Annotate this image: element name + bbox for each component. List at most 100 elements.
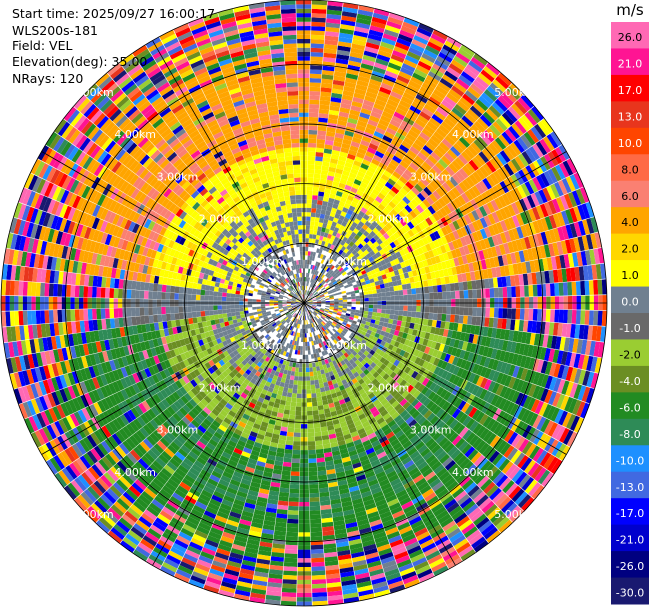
velocity-cell <box>455 306 460 315</box>
velocity-cell <box>341 271 347 276</box>
velocity-cell <box>308 116 319 122</box>
velocity-cell <box>332 231 338 237</box>
velocity-cell <box>562 412 572 428</box>
velocity-cell <box>87 506 102 520</box>
velocity-cell <box>422 145 433 155</box>
velocity-cell <box>536 416 547 431</box>
velocity-cell <box>360 233 367 241</box>
velocity-cell <box>400 95 414 105</box>
velocity-cell <box>375 348 382 355</box>
velocity-cell <box>415 64 430 75</box>
velocity-cell <box>312 311 317 316</box>
velocity-cell <box>597 341 605 358</box>
velocity-cell <box>213 466 224 475</box>
velocity-cell <box>448 322 455 331</box>
velocity-cell <box>478 95 492 108</box>
velocity-cell <box>466 529 481 542</box>
velocity-cell <box>551 424 562 439</box>
velocity-cell <box>304 320 306 325</box>
velocity-cell <box>312 349 317 355</box>
velocity-cell <box>452 356 460 366</box>
velocity-cell <box>339 151 348 158</box>
velocity-cell <box>429 193 438 203</box>
velocity-cell <box>322 345 327 351</box>
velocity-cell <box>394 550 409 560</box>
velocity-cell <box>371 345 378 352</box>
velocity-cell <box>219 409 228 418</box>
velocity-cell <box>254 505 267 512</box>
velocity-cell <box>253 441 263 449</box>
velocity-cell <box>342 295 347 298</box>
velocity-cell <box>333 274 339 280</box>
velocity-cell <box>256 415 264 422</box>
velocity-cell <box>282 574 297 580</box>
velocity-cell <box>279 434 287 441</box>
velocity-cell <box>307 281 310 287</box>
velocity-cell <box>431 319 438 328</box>
velocity-cell <box>403 537 418 547</box>
velocity-cell <box>324 335 329 340</box>
velocity-cell <box>294 308 298 312</box>
velocity-cell <box>328 215 335 222</box>
velocity-cell <box>446 291 452 299</box>
velocity-cell <box>326 127 336 133</box>
velocity-cell <box>335 128 346 135</box>
velocity-cell <box>586 218 595 234</box>
velocity-cell <box>140 538 155 551</box>
velocity-cell <box>487 213 496 225</box>
velocity-cell <box>450 128 462 140</box>
velocity-cell <box>408 467 420 477</box>
velocity-cell <box>395 325 401 332</box>
velocity-cell <box>536 386 545 401</box>
velocity-cell <box>501 461 514 475</box>
velocity-cell <box>379 283 385 289</box>
velocity-cell <box>520 224 528 238</box>
velocity-cell <box>327 243 332 249</box>
velocity-cell <box>233 593 250 601</box>
velocity-cell <box>446 527 461 539</box>
velocity-cell <box>296 397 302 403</box>
velocity-cell <box>436 359 444 368</box>
velocity-cell <box>167 478 179 489</box>
velocity-cell <box>399 99 411 109</box>
velocity-cell <box>233 498 245 507</box>
velocity-cell <box>305 324 308 329</box>
velocity-cell <box>365 170 374 178</box>
velocity-cell <box>417 568 433 579</box>
velocity-cell <box>467 315 473 325</box>
velocity-cell <box>289 348 293 354</box>
velocity-cell <box>331 450 341 457</box>
velocity-cell <box>306 296 310 300</box>
velocity-cell <box>280 479 291 485</box>
velocity-cell <box>342 588 358 595</box>
velocity-cell <box>351 555 366 563</box>
velocity-cell <box>323 368 329 374</box>
velocity-cell <box>378 119 390 128</box>
velocity-cell <box>264 351 270 357</box>
velocity-cell <box>351 243 358 250</box>
velocity-cell <box>319 254 324 259</box>
velocity-cell <box>352 416 360 423</box>
velocity-cell <box>377 203 386 211</box>
velocity-cell <box>327 171 336 177</box>
velocity-cell <box>493 287 499 298</box>
velocity-cell <box>320 174 328 180</box>
velocity-cell <box>444 135 456 146</box>
velocity-cell <box>492 121 505 134</box>
velocity-cell <box>562 282 568 296</box>
velocity-cell <box>418 222 426 231</box>
velocity-cell <box>206 535 221 544</box>
velocity-cell <box>287 510 299 516</box>
velocity-cell <box>259 407 267 414</box>
velocity-cell <box>407 271 414 278</box>
velocity-cell <box>504 429 515 443</box>
velocity-cell <box>312 269 316 275</box>
velocity-cell <box>478 151 490 163</box>
velocity-cell <box>487 507 501 520</box>
velocity-cell <box>325 569 340 575</box>
velocity-cell <box>238 369 245 376</box>
velocity-cell <box>464 481 477 494</box>
velocity-cell <box>324 309 329 312</box>
velocity-cell <box>358 143 369 151</box>
velocity-cell <box>317 277 322 282</box>
